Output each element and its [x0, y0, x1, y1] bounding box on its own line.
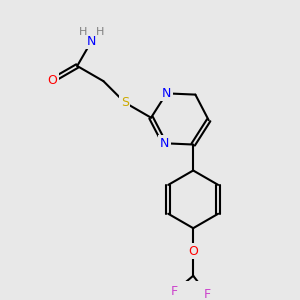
Text: H: H — [79, 27, 87, 37]
Text: N: N — [160, 137, 169, 150]
Text: N: N — [162, 87, 171, 100]
Text: O: O — [47, 74, 57, 87]
Text: F: F — [204, 288, 211, 300]
Text: F: F — [171, 285, 178, 298]
Text: O: O — [188, 245, 198, 258]
Text: H: H — [96, 27, 104, 37]
Text: N: N — [87, 34, 96, 47]
Text: S: S — [121, 96, 129, 109]
